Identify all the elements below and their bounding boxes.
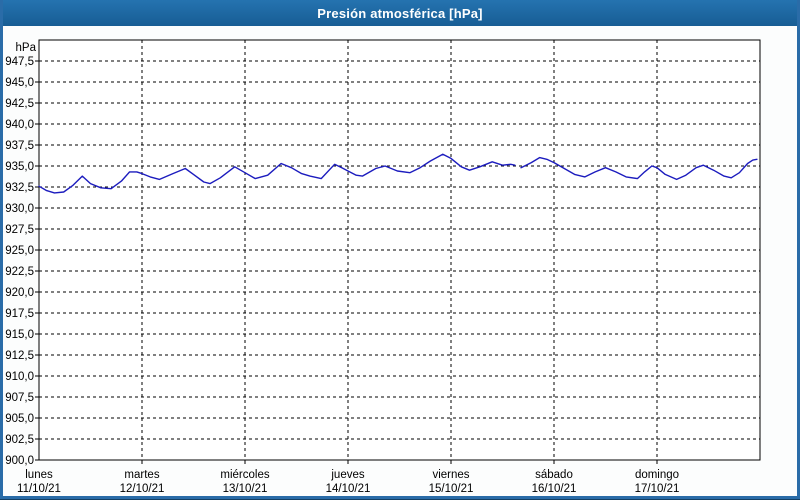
svg-text:905,0: 905,0 bbox=[5, 413, 34, 425]
svg-text:902,5: 902,5 bbox=[5, 434, 34, 446]
svg-text:900,0: 900,0 bbox=[5, 455, 34, 467]
svg-text:940,0: 940,0 bbox=[5, 119, 34, 131]
svg-text:912,5: 912,5 bbox=[5, 350, 34, 362]
svg-text:14/10/21: 14/10/21 bbox=[326, 483, 371, 495]
window-border-left bbox=[0, 0, 3, 500]
svg-text:lunes: lunes bbox=[25, 469, 53, 481]
svg-text:937,5: 937,5 bbox=[5, 140, 34, 152]
svg-text:930,0: 930,0 bbox=[5, 203, 34, 215]
svg-text:viernes: viernes bbox=[432, 469, 469, 481]
svg-text:16/10/21: 16/10/21 bbox=[532, 483, 577, 495]
svg-text:927,5: 927,5 bbox=[5, 224, 34, 236]
svg-text:jueves: jueves bbox=[330, 469, 364, 481]
svg-text:domingo: domingo bbox=[635, 469, 679, 481]
svg-text:12/10/21: 12/10/21 bbox=[120, 483, 165, 495]
svg-text:907,5: 907,5 bbox=[5, 392, 34, 404]
svg-text:945,0: 945,0 bbox=[5, 77, 34, 89]
window-titlebar: Presión atmosférica [hPa] bbox=[0, 0, 800, 26]
svg-text:17/10/21: 17/10/21 bbox=[635, 483, 680, 495]
svg-text:920,0: 920,0 bbox=[5, 287, 34, 299]
window-border-right bbox=[797, 0, 800, 500]
svg-text:15/10/21: 15/10/21 bbox=[429, 483, 474, 495]
svg-text:925,0: 925,0 bbox=[5, 245, 34, 257]
svg-text:miércoles: miércoles bbox=[220, 469, 269, 481]
svg-text:13/10/21: 13/10/21 bbox=[223, 483, 268, 495]
svg-text:947,5: 947,5 bbox=[5, 56, 34, 68]
svg-text:935,0: 935,0 bbox=[5, 161, 34, 173]
svg-text:942,5: 942,5 bbox=[5, 98, 34, 110]
svg-text:martes: martes bbox=[124, 469, 159, 481]
window-title: Presión atmosférica [hPa] bbox=[317, 5, 483, 21]
svg-text:11/10/21: 11/10/21 bbox=[17, 483, 61, 495]
window-border-bottom bbox=[0, 496, 800, 499]
svg-text:922,5: 922,5 bbox=[5, 266, 34, 278]
svg-text:910,0: 910,0 bbox=[5, 371, 34, 383]
svg-text:917,5: 917,5 bbox=[5, 308, 34, 320]
svg-text:hPa: hPa bbox=[16, 42, 37, 54]
svg-text:932,5: 932,5 bbox=[5, 182, 34, 194]
svg-text:sábado: sábado bbox=[535, 469, 573, 481]
svg-text:915,0: 915,0 bbox=[5, 329, 34, 341]
